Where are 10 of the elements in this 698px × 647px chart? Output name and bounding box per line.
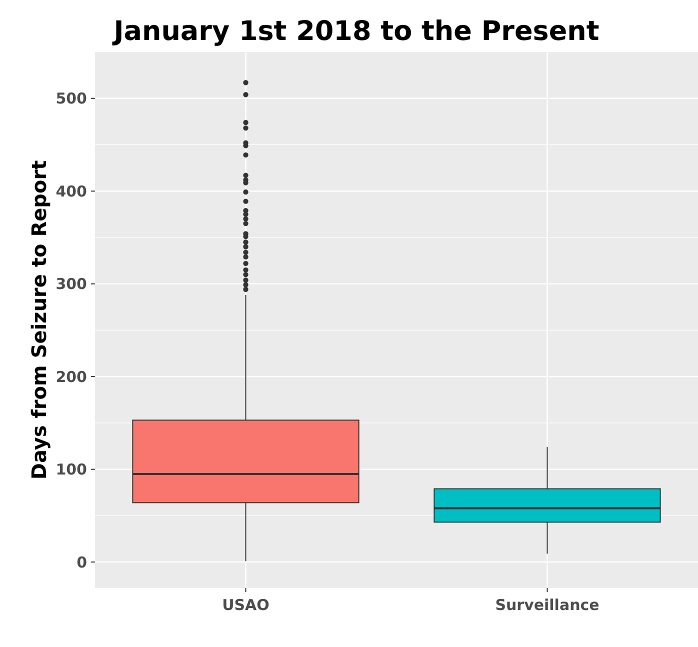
y-tick-label: 0 — [76, 553, 87, 572]
y-axis-title: Days from Seizure to Report — [27, 160, 51, 480]
y-tick-label: 400 — [56, 182, 87, 200]
y-tick-label: 200 — [56, 368, 87, 386]
y-tick-label: 100 — [56, 460, 87, 479]
y-tick-label: 500 — [56, 90, 87, 108]
x-tick-label: Surveillance — [495, 596, 600, 614]
y-tick-label: 300 — [56, 275, 87, 294]
x-tick-label: USAO — [222, 596, 270, 614]
chart-title: January 1st 2018 to the Present — [112, 16, 600, 47]
